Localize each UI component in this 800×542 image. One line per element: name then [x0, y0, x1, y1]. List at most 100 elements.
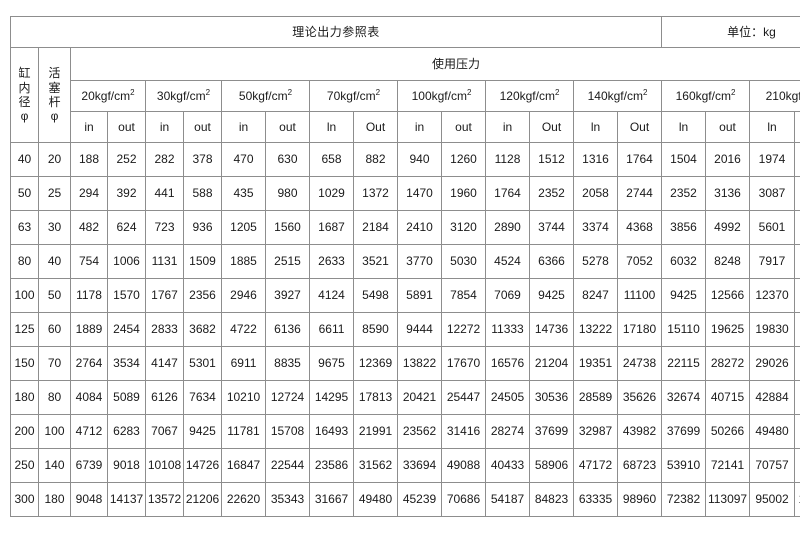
pressure-column-header-2: 50kgf/cm2 — [221, 80, 310, 112]
cell-3-5: 2515 — [265, 244, 310, 279]
cell-rod-9: 140 — [38, 448, 71, 483]
cell-9-9: 49088 — [441, 448, 486, 483]
cell-10-6: 31667 — [309, 482, 354, 517]
cell-8-1: 6283 — [107, 414, 146, 449]
io-header-in-4: in — [397, 111, 442, 143]
group-header-pressure: 使用压力 — [69, 47, 800, 81]
cell-9-13: 68723 — [616, 448, 663, 483]
cell-3-2: 1131 — [145, 244, 184, 279]
io-header-out-4: out — [441, 111, 486, 143]
cell-2-10: 2890 — [485, 210, 530, 245]
cell-2-4: 1205 — [221, 210, 266, 245]
pressure-column-header-5: 120kgf/cm2 — [485, 80, 574, 112]
cell-7-17: 53439 — [794, 380, 800, 415]
table-row: 63 30 482 624 723 936 1205 1560 1687 2184 2410 3120… — [10, 210, 800, 245]
cell-5-12: 13222 — [573, 312, 618, 347]
cell-2-17: 6552 — [794, 210, 800, 245]
cell-0-2: 282 — [145, 142, 184, 177]
cell-0-4: 470 — [221, 142, 266, 177]
cell-2-14: 3856 — [661, 210, 707, 245]
cell-rod-10: 180 — [38, 482, 71, 517]
cell-7-8: 20421 — [397, 380, 442, 415]
cell-1-5: 980 — [265, 176, 310, 211]
cell-6-7: 12369 — [353, 346, 398, 381]
io-header-out-3: Out — [353, 111, 398, 143]
cell-0-0: 188 — [70, 142, 108, 177]
cell-10-8: 45239 — [397, 482, 442, 517]
cell-3-0: 754 — [70, 244, 108, 279]
cell-6-10: 16576 — [485, 346, 530, 381]
cell-8-8: 23562 — [397, 414, 442, 449]
cell-0-5: 630 — [265, 142, 310, 177]
cell-0-10: 1128 — [485, 142, 530, 177]
cell-3-11: 6366 — [529, 244, 574, 279]
cell-10-7: 49480 — [353, 482, 398, 517]
cell-8-16: 49480 — [749, 414, 796, 449]
cell-4-1: 1570 — [107, 278, 146, 313]
cell-3-1: 1006 — [107, 244, 146, 279]
cell-5-9: 12272 — [441, 312, 486, 347]
cell-8-15: 50266 — [705, 414, 751, 449]
cell-2-16: 5601 — [749, 210, 796, 245]
cell-4-17: 16493 — [794, 278, 800, 313]
cell-0-14: 1504 — [661, 142, 707, 177]
cell-3-9: 5030 — [441, 244, 486, 279]
cell-7-9: 25447 — [441, 380, 486, 415]
cell-6-6: 9675 — [309, 346, 354, 381]
cell-2-3: 936 — [183, 210, 222, 245]
cell-rod-6: 70 — [38, 346, 71, 381]
cell-3-16: 7917 — [749, 244, 796, 279]
cell-9-3: 14726 — [183, 448, 222, 483]
cell-4-4: 2946 — [221, 278, 266, 313]
cell-5-11: 14736 — [529, 312, 574, 347]
cell-6-5: 8835 — [265, 346, 310, 381]
cell-3-6: 2633 — [309, 244, 354, 279]
cell-1-7: 1372 — [353, 176, 398, 211]
cell-7-16: 42884 — [749, 380, 796, 415]
cell-6-14: 22115 — [661, 346, 707, 381]
cell-6-11: 21204 — [529, 346, 574, 381]
cell-10-11: 84823 — [529, 482, 574, 517]
cell-1-9: 1960 — [441, 176, 486, 211]
cell-7-10: 24505 — [485, 380, 530, 415]
cell-6-1: 3534 — [107, 346, 146, 381]
cell-2-0: 482 — [70, 210, 108, 245]
cell-4-16: 12370 — [749, 278, 796, 313]
io-header-row: in out in out in out ln Out in out in Out ln Out ln out… — [11, 111, 800, 143]
cell-9-8: 33694 — [397, 448, 442, 483]
cell-3-3: 1509 — [183, 244, 222, 279]
cell-8-9: 31416 — [441, 414, 486, 449]
cell-10-3: 21206 — [183, 482, 222, 517]
cell-rod-3: 40 — [38, 244, 71, 279]
io-header-in-1: in — [145, 111, 184, 143]
cell-8-5: 15708 — [265, 414, 310, 449]
cell-bore-1: 50 — [10, 176, 39, 211]
cell-7-14: 32674 — [661, 380, 707, 415]
table-row: 80 40 754 1006 1131 1509 1885 2515 2633 3521 3770 5… — [10, 244, 800, 279]
cell-10-0: 9048 — [70, 482, 108, 517]
cell-5-0: 1889 — [70, 312, 108, 347]
cell-4-10: 7069 — [485, 278, 530, 313]
cell-9-4: 16847 — [221, 448, 266, 483]
cell-8-12: 32987 — [573, 414, 618, 449]
cell-8-13: 43982 — [616, 414, 663, 449]
cell-4-9: 7854 — [441, 278, 486, 313]
cell-bore-4: 100 — [10, 278, 39, 313]
cell-1-11: 2352 — [529, 176, 574, 211]
cell-7-6: 14295 — [309, 380, 354, 415]
cell-6-3: 5301 — [183, 346, 222, 381]
cell-2-15: 4992 — [705, 210, 751, 245]
cell-10-13: 98960 — [616, 482, 663, 517]
cell-3-7: 3521 — [353, 244, 398, 279]
io-header-in-2: in — [221, 111, 266, 143]
cell-rod-5: 60 — [38, 312, 71, 347]
cell-rod-4: 50 — [38, 278, 71, 313]
cell-4-12: 8247 — [573, 278, 618, 313]
cell-5-16: 19830 — [749, 312, 796, 347]
cell-1-3: 588 — [183, 176, 222, 211]
cell-2-8: 2410 — [397, 210, 442, 245]
